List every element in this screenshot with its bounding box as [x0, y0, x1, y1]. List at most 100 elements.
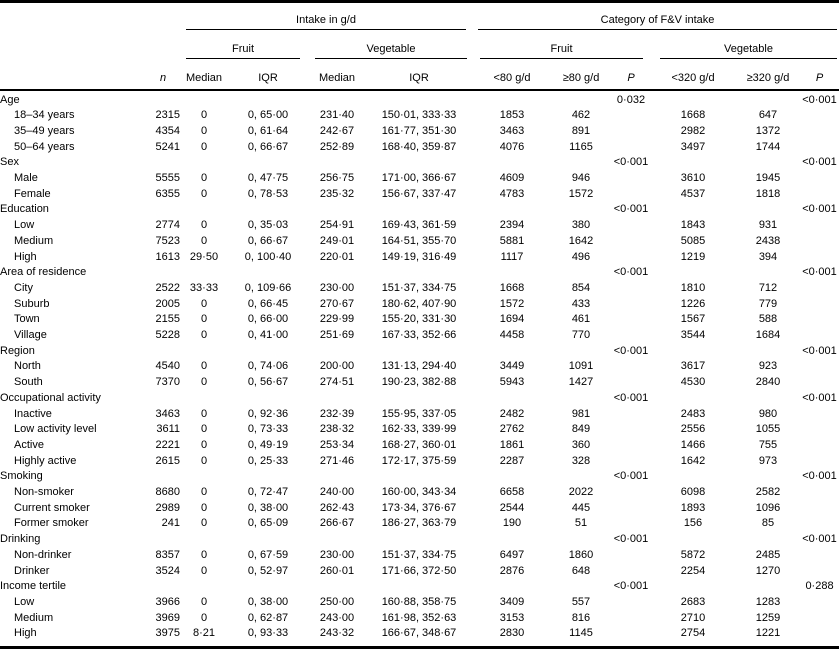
row-label: Medium [14, 611, 54, 624]
row-label: Suburb [14, 297, 50, 310]
row-label: 50–64 years [14, 140, 75, 153]
cell-fruit-lt80 [474, 90, 550, 109]
data-row: 50–64 years 5241 0 0, 66·67 252·89 168·40, 35… [0, 140, 839, 156]
row-label: Sex [0, 156, 19, 169]
cell-fruit-ge80: 445 [571, 501, 591, 514]
column-header-veg-iqr: IQR [364, 58, 474, 91]
row-label: Inactive [14, 407, 52, 420]
row-label: 18–34 years [14, 109, 75, 122]
cell-fruit-iqr [226, 265, 310, 281]
cell-fruit-lt80 [474, 391, 550, 407]
cell-veg-p [800, 312, 839, 328]
data-row: 18–34 years 2315 0 0, 65·00 231·40 150·01, 33… [0, 108, 839, 124]
cell-n: 2774 [155, 219, 180, 232]
cell-fruit-p [612, 124, 650, 140]
data-row: Village 5228 0 0, 41·00 251·69 167·33, 352·66… [0, 328, 839, 344]
cell-veg-iqr: 151·37, 334·75 [381, 548, 457, 561]
spanner-row-top: Intake in g/d Category of F&V intake [0, 2, 839, 30]
cell-veg-ge320: 923 [758, 360, 778, 373]
header-spacer [0, 2, 182, 30]
cell-veg-ge320: 2840 [755, 376, 781, 389]
cell-fruit-median: 33·33 [189, 281, 219, 294]
row-label: High [14, 250, 37, 263]
cell-n: 3966 [155, 596, 180, 608]
cell-fruit-p [612, 187, 650, 203]
cell-fruit-ge80 [550, 532, 612, 548]
cell-veg-p [800, 171, 839, 187]
cell-fruit-ge80: 433 [571, 297, 591, 310]
cell-veg-lt320: 1567 [680, 313, 706, 326]
cell-fruit-median: 0 [200, 172, 208, 185]
cell-fruit-p [612, 108, 650, 124]
row-label: South [14, 376, 43, 389]
cell-veg-ge320: 2438 [755, 234, 781, 247]
cell-veg-lt320: 2710 [680, 611, 706, 624]
table-body: Age 0·032 <0·001 18–34 years 2315 0 0, 65·00 23… [0, 90, 839, 648]
cell-fruit-lt80: 1861 [499, 438, 525, 451]
cell-veg-lt320: 1668 [680, 109, 706, 122]
section-header-row: Sex <0·001 <0·001 [0, 155, 839, 171]
cell-fruit-p: <0·001 [613, 266, 649, 279]
cell-fruit-p: <0·001 [613, 470, 649, 483]
cell-fruit-median: 8·21 [192, 627, 216, 640]
cell-fruit-median [182, 579, 226, 595]
row-label: Smoking [0, 470, 43, 483]
cell-fruit-median: 0 [200, 454, 208, 467]
cell-veg-lt320 [650, 391, 736, 407]
cell-fruit-median: 0 [200, 376, 208, 389]
cell-fruit-ge80: 51 [574, 517, 588, 530]
row-label: Occupational activity [0, 391, 101, 404]
row-label: Age [0, 93, 20, 106]
cell-veg-p: <0·001 [802, 203, 837, 216]
subheader-fruit-intake-cell: Fruit [182, 30, 310, 59]
cell-veg-iqr: 151·37, 334·75 [381, 281, 457, 294]
data-row: Non-smoker 8680 0 0, 72·47 240·00 160·00, 343… [0, 485, 839, 501]
cell-veg-p: <0·001 [802, 156, 837, 169]
cell-veg-ge320: 1096 [755, 501, 781, 514]
cell-veg-ge320: 1684 [755, 329, 781, 342]
row-label: Village [14, 329, 47, 342]
cell-n: 8357 [155, 548, 180, 561]
cell-veg-ge320: 1259 [755, 611, 781, 624]
cell-veg-median: 232·39 [319, 407, 355, 420]
cell-fruit-ge80 [550, 90, 612, 109]
cell-veg-median [310, 391, 364, 407]
cell-fruit-lt80: 1694 [499, 313, 525, 326]
cell-veg-iqr: 168·40, 359·87 [381, 140, 457, 153]
cell-fruit-iqr: 0, 66·67 [247, 140, 289, 153]
cell-veg-iqr [364, 90, 474, 109]
cell-fruit-iqr [226, 344, 310, 360]
data-row: Low 3966 0 0, 38·00 250·00 160·88, 358·75 3409… [0, 595, 839, 611]
cell-veg-p [800, 501, 839, 517]
cell-fruit-median: 0 [200, 187, 208, 200]
cell-fruit-median [182, 469, 226, 485]
cell-fruit-ge80: 1572 [568, 187, 594, 200]
cell-fruit-median: 0 [200, 140, 208, 153]
section-header-row: Region <0·001 <0·001 [0, 344, 839, 360]
cell-veg-iqr [364, 469, 474, 485]
cell-fruit-ge80: 461 [571, 313, 591, 326]
cell-fruit-iqr: 0, 109·66 [244, 281, 292, 294]
cell-fruit-ge80 [550, 579, 612, 595]
section-header-row: Income tertile <0·001 0·288 [0, 579, 839, 595]
cell-veg-ge320: 1744 [755, 140, 781, 153]
cell-fruit-p [612, 611, 650, 627]
cell-fruit-ge80: 1091 [568, 360, 594, 373]
cell-n: 2989 [155, 501, 180, 514]
cell-fruit-p [612, 297, 650, 313]
cell-veg-lt320: 2254 [680, 564, 706, 577]
cell-fruit-p [612, 564, 650, 580]
subheader-vegetable-intake-cell: Vegetable [310, 30, 474, 59]
cell-veg-ge320: 394 [758, 250, 778, 263]
cell-veg-median [310, 344, 364, 360]
cell-n [146, 579, 182, 595]
column-header-label [0, 58, 146, 91]
row-label: 35–49 years [14, 124, 75, 137]
cell-veg-iqr: 186·27, 363·79 [381, 517, 457, 530]
cell-veg-iqr: 155·20, 331·30 [381, 313, 457, 326]
cell-veg-lt320 [650, 532, 736, 548]
cell-fruit-lt80 [474, 155, 550, 171]
section-header-row: Drinking <0·001 <0·001 [0, 532, 839, 548]
row-label: Area of residence [0, 266, 87, 279]
cell-fruit-p: <0·001 [613, 580, 649, 593]
